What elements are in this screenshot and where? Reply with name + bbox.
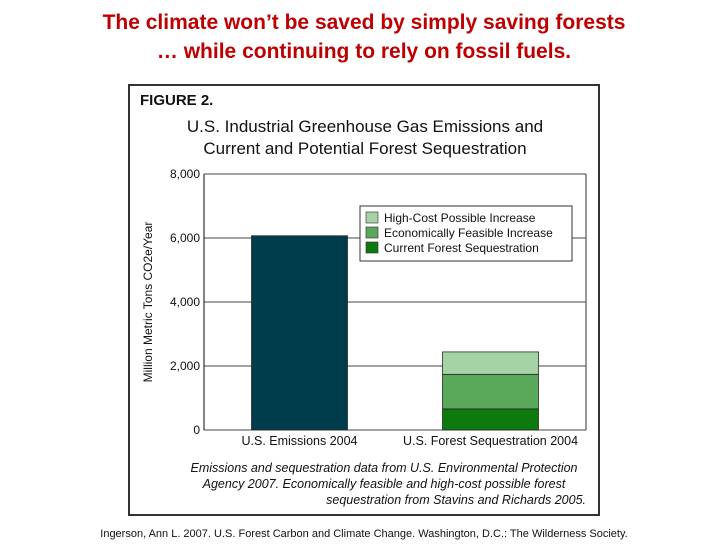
figure-title-line-2: Current and Potential Forest Sequestrati… bbox=[203, 139, 527, 158]
figure-label: FIGURE 2. bbox=[140, 92, 214, 109]
y-tick-label: 4,000 bbox=[170, 295, 200, 309]
y-axis-label: Million Metric Tons CO2e/Year bbox=[141, 222, 155, 383]
legend-label: Economically Feasible Increase bbox=[384, 226, 553, 240]
figure-title: U.S. Industrial Greenhouse Gas Emissions… bbox=[130, 116, 600, 160]
y-tick-label: 2,000 bbox=[170, 359, 200, 373]
headline-line-1: The climate won’t be saved by simply sav… bbox=[102, 11, 626, 34]
slide-headline: The climate won’t be saved by simply sav… bbox=[0, 8, 728, 66]
bar-high-cost-possible-increase bbox=[442, 351, 539, 375]
note-line-3: sequestration from Stavins and Richards … bbox=[326, 493, 586, 507]
bar-current-forest-sequestration bbox=[442, 408, 539, 431]
y-tick-label: 6,000 bbox=[170, 231, 200, 245]
bar-economically-feasible-increase bbox=[442, 373, 539, 410]
chart-canvas: 0 2,000 4,000 6,000 8,000 Million Metric Tons… bbox=[141, 167, 587, 448]
citation-credit: Ingerson, Ann L. 2007. U.S. Forest Carbo… bbox=[100, 528, 628, 540]
legend-label: High-Cost Possible Increase bbox=[384, 211, 536, 225]
legend-box bbox=[359, 205, 573, 262]
figure-title-line-1: U.S. Industrial Greenhouse Gas Emissions… bbox=[186, 117, 544, 136]
x-category-label: U.S. Forest Sequestration 2004 bbox=[403, 434, 578, 448]
legend-swatch bbox=[365, 226, 379, 239]
y-tick-label: 0 bbox=[193, 423, 200, 437]
legend-label: Current Forest Sequestration bbox=[384, 241, 539, 255]
bar-u-s-emissions bbox=[251, 235, 348, 431]
legend-swatch bbox=[365, 241, 379, 254]
headline-line-2: … while continuing to rely on fossil fue… bbox=[156, 40, 572, 63]
y-tick-label: 8,000 bbox=[170, 167, 200, 181]
note-line-1: Emissions and sequestration data from U.… bbox=[190, 461, 578, 475]
figure-source-note: Emissions and sequestration data from U.… bbox=[182, 460, 587, 508]
note-line-2: Agency 2007. Economically feasible and h… bbox=[202, 477, 566, 491]
figure-panel: FIGURE 2. U.S. Industrial Greenhouse Gas… bbox=[128, 84, 600, 516]
legend-swatch bbox=[365, 211, 379, 224]
x-category-label: U.S. Emissions 2004 bbox=[241, 434, 357, 448]
